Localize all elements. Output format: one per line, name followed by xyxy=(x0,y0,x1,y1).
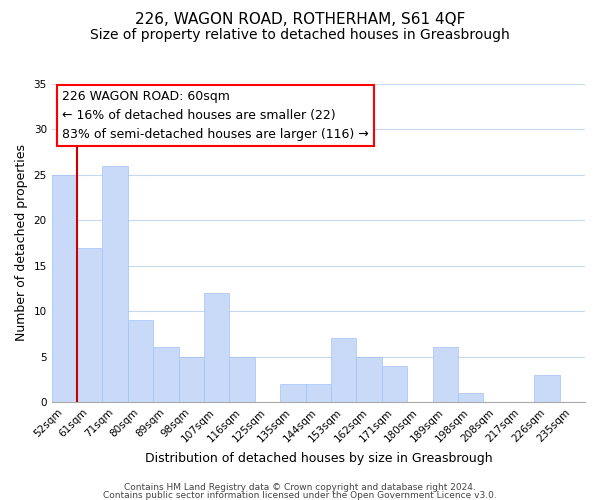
Bar xyxy=(103,166,128,402)
Bar xyxy=(77,248,103,402)
Bar xyxy=(229,356,255,402)
Bar xyxy=(458,393,484,402)
Y-axis label: Number of detached properties: Number of detached properties xyxy=(15,144,28,342)
Bar xyxy=(52,175,77,402)
Bar xyxy=(534,374,560,402)
Text: Contains public sector information licensed under the Open Government Licence v3: Contains public sector information licen… xyxy=(103,490,497,500)
Bar xyxy=(280,384,305,402)
Bar xyxy=(128,320,153,402)
Bar xyxy=(331,338,356,402)
Bar xyxy=(179,356,204,402)
Text: 226 WAGON ROAD: 60sqm
← 16% of detached houses are smaller (22)
83% of semi-deta: 226 WAGON ROAD: 60sqm ← 16% of detached … xyxy=(62,90,369,142)
Bar xyxy=(382,366,407,402)
X-axis label: Distribution of detached houses by size in Greasbrough: Distribution of detached houses by size … xyxy=(145,452,492,465)
Bar xyxy=(153,348,179,402)
Bar xyxy=(356,356,382,402)
Bar xyxy=(204,293,229,402)
Text: 226, WAGON ROAD, ROTHERHAM, S61 4QF: 226, WAGON ROAD, ROTHERHAM, S61 4QF xyxy=(135,12,465,28)
Text: Contains HM Land Registry data © Crown copyright and database right 2024.: Contains HM Land Registry data © Crown c… xyxy=(124,483,476,492)
Bar xyxy=(433,348,458,402)
Text: Size of property relative to detached houses in Greasbrough: Size of property relative to detached ho… xyxy=(90,28,510,42)
Bar xyxy=(305,384,331,402)
